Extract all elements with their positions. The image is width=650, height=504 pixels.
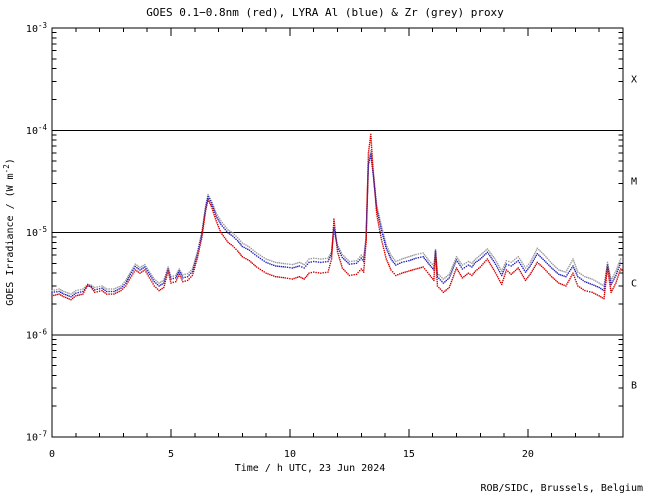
flare-class-labels: X M C B bbox=[631, 75, 637, 392]
y-tick-label-1e-6: 10-6 bbox=[26, 328, 48, 342]
y-axis-tick-labels: 10-3 10-4 10-5 10-6 10-7 bbox=[26, 21, 48, 444]
x-tick-label-5: 5 bbox=[168, 449, 174, 460]
y-tick-label-1e-5: 10-5 bbox=[26, 225, 47, 239]
chart-title: GOES 0.1−0.8nm (red), LYRA Al (blue) & Z… bbox=[146, 6, 504, 19]
lyra-zr-proxy-series bbox=[51, 150, 622, 295]
y-tick-label-1e-3: 10-3 bbox=[26, 21, 47, 35]
y-axis-title: GOES Irradiance / (W m-2) bbox=[2, 158, 16, 306]
flare-class-b: B bbox=[631, 381, 637, 392]
lyra-al-proxy-series bbox=[51, 153, 622, 298]
flare-class-c: C bbox=[631, 279, 637, 290]
x-tick-label-10: 10 bbox=[284, 449, 296, 460]
flare-threshold-lines bbox=[52, 129, 623, 336]
x-tick-label-20: 20 bbox=[522, 449, 534, 460]
x-axis-tick-labels: 0 5 10 15 20 bbox=[49, 449, 534, 460]
x-tick-label-15: 15 bbox=[403, 449, 415, 460]
x-tick-label-0: 0 bbox=[49, 449, 55, 460]
flare-class-m: M bbox=[631, 177, 637, 188]
y-tick-label-1e-4: 10-4 bbox=[26, 123, 48, 137]
x-axis-title: Time / h UTC, 23 Jun 2024 bbox=[235, 463, 386, 474]
credit-text: ROB/SIDC, Brussels, Belgium bbox=[480, 483, 643, 494]
flare-class-x: X bbox=[631, 75, 637, 86]
y-tick-label-1e-7: 10-7 bbox=[26, 430, 47, 444]
axis-ticks bbox=[51, 27, 624, 438]
goes-xray-series bbox=[51, 133, 623, 301]
